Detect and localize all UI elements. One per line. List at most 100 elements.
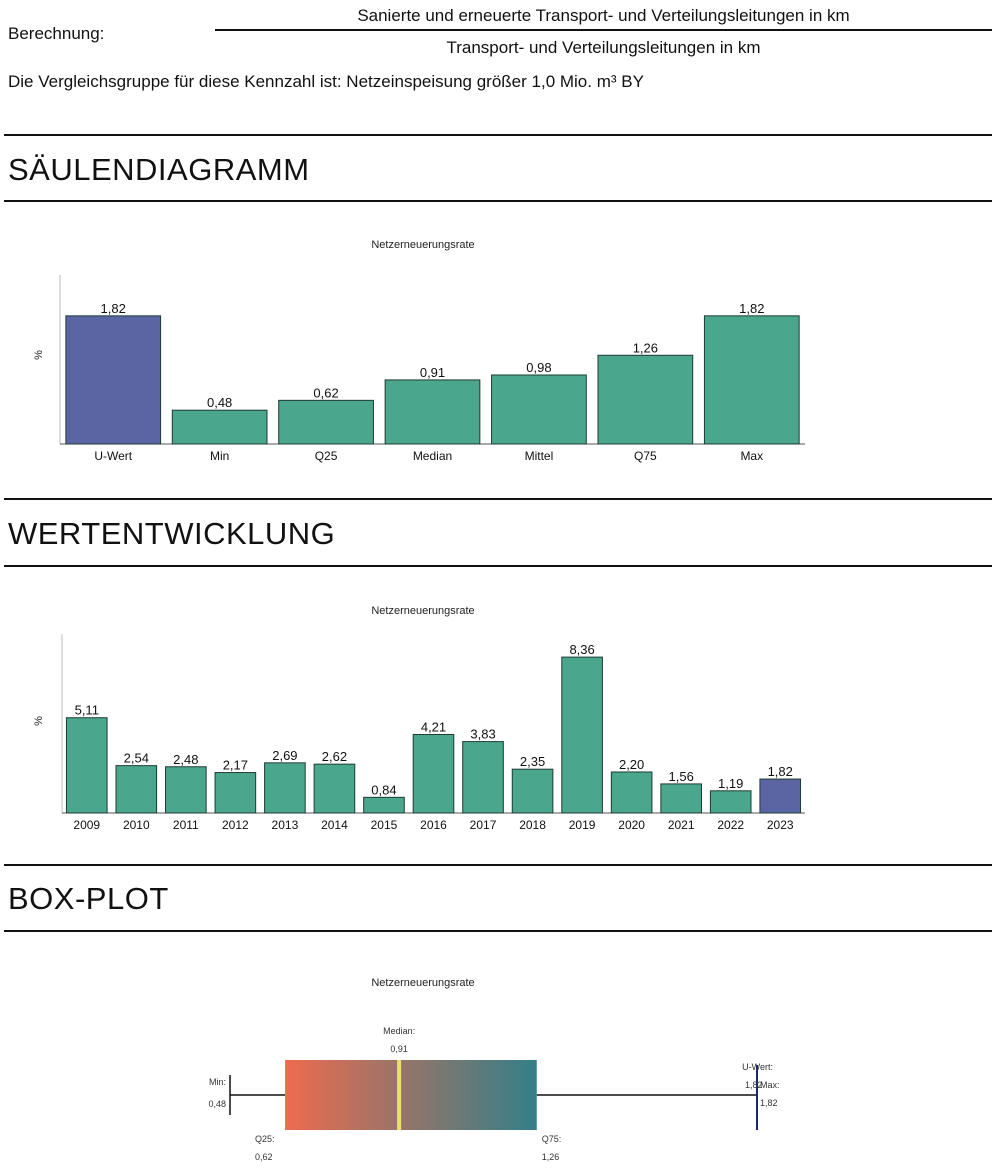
section-divider [4, 864, 992, 866]
chart-bar [264, 762, 306, 814]
chart-bar [759, 778, 802, 814]
x-tick-label: 2016 [420, 818, 447, 832]
data-label: 1,19 [718, 776, 743, 791]
u-wert-label: U-Wert: [742, 1062, 773, 1072]
data-label: 5,11 [75, 703, 99, 718]
x-tick-label: 2019 [569, 818, 596, 832]
chart-bar [709, 790, 752, 814]
formula-denominator: Transport- und Verteilungsleitungen in k… [446, 38, 761, 57]
max-value: 1,82 [760, 1098, 778, 1108]
trend-chart: Netzerneuerungsrate% 5,11 2009 2,54 2010 2,48… [33, 605, 805, 832]
x-tick-label: Max [740, 449, 763, 463]
chart-bar [511, 768, 554, 814]
x-tick-label: 2014 [321, 818, 348, 832]
x-tick-label: Mittel [525, 449, 554, 463]
min-value: 0,48 [208, 1099, 226, 1109]
chart-bar [313, 763, 356, 814]
data-label: 2,54 [124, 751, 149, 766]
box-plot: Netzerneuerungsrate Min: 0,48 Median: 0,91 Q2… [208, 977, 780, 1162]
formula-numerator: Sanierte und erneuerte Transport- und Ve… [357, 6, 850, 25]
section-divider [4, 930, 992, 932]
data-label: 0,84 [371, 782, 396, 797]
x-tick-label: Min [210, 449, 229, 463]
section-title-box: BOX-PLOT [8, 881, 169, 916]
data-label: 2,69 [272, 748, 297, 763]
chart-bar [384, 379, 481, 445]
data-label: 1,82 [768, 764, 793, 779]
chart-title: Netzerneuerungsrate [371, 239, 474, 251]
data-label: 4,21 [421, 720, 446, 735]
chart-bar [65, 315, 162, 445]
data-label: 0,62 [313, 385, 338, 400]
u-wert-value: 1,82 [745, 1080, 763, 1090]
data-label: 2,35 [520, 754, 545, 769]
y-axis-label: % [33, 350, 45, 360]
x-tick-label: 2023 [767, 818, 794, 832]
x-tick-label: 2009 [73, 818, 100, 832]
chart-bar [703, 315, 800, 445]
chart-bar [214, 772, 257, 814]
x-tick-label: U-Wert [94, 449, 132, 463]
y-axis-label: % [33, 716, 45, 726]
section-divider [4, 498, 992, 500]
data-label: 2,20 [619, 757, 644, 772]
chart-bar [561, 656, 603, 814]
section-title-trend: WERTENTWICKLUNG [8, 516, 336, 551]
data-label: 1,82 [101, 301, 126, 316]
chart-bar [278, 399, 374, 445]
chart-title: Netzerneuerungsrate [371, 605, 474, 617]
q25-value: 0,62 [255, 1152, 273, 1162]
x-tick-label: 2011 [173, 818, 199, 832]
section-divider [4, 200, 992, 202]
x-tick-label: 2015 [371, 818, 398, 832]
chart-bar [412, 734, 455, 814]
median-value: 0,91 [390, 1044, 408, 1054]
x-tick-label: 2018 [519, 818, 546, 832]
chart-bar [165, 766, 207, 814]
data-label: 2,62 [322, 749, 347, 764]
section-divider [4, 134, 992, 136]
data-label: 0,98 [526, 360, 551, 375]
data-label: 0,91 [420, 365, 445, 380]
min-label: Min: [209, 1077, 226, 1087]
data-label: 2,48 [173, 752, 198, 767]
chart-bar [462, 741, 504, 814]
chart-title: Netzerneuerungsrate [371, 977, 474, 989]
x-tick-label: Q25 [315, 449, 338, 463]
bar-chart: Netzerneuerungsrate% 1,82 U-Wert 0,48 Min 0,6… [33, 239, 805, 463]
chart-bar [65, 717, 108, 814]
data-label: 1,82 [739, 301, 764, 316]
data-label: 3,83 [470, 727, 495, 742]
x-tick-label: 2021 [668, 818, 695, 832]
chart-bar [660, 783, 702, 814]
x-tick-label: 2012 [222, 818, 249, 832]
chart-bar [491, 374, 587, 445]
x-tick-label: 2010 [123, 818, 150, 832]
q75-value: 1,26 [542, 1152, 560, 1162]
median-label: Median: [383, 1026, 415, 1036]
chart-bar [363, 796, 405, 814]
data-label: 0,48 [207, 395, 232, 410]
chart-bar [597, 354, 694, 445]
fraction-line [215, 29, 992, 31]
section-divider [4, 565, 992, 567]
x-tick-label: 2017 [470, 818, 497, 832]
data-label: 8,36 [569, 642, 594, 657]
x-tick-label: Median [413, 449, 452, 463]
iqr-box [285, 1060, 537, 1130]
comparison-group: Die Vergleichsgruppe für diese Kennzahl … [8, 72, 644, 91]
formula-label: Berechnung: [8, 24, 105, 43]
chart-bar [115, 765, 158, 814]
data-label: 1,26 [633, 340, 658, 355]
data-label: 1,56 [669, 769, 694, 784]
x-tick-label: 2013 [272, 818, 299, 832]
data-label: 2,17 [223, 758, 248, 773]
x-tick-label: Q75 [634, 449, 657, 463]
q25-label: Q25: [255, 1134, 275, 1144]
q75-label: Q75: [542, 1134, 562, 1144]
x-tick-label: 2020 [618, 818, 645, 832]
max-label: Max: [760, 1080, 780, 1090]
chart-bar [171, 409, 268, 445]
chart-bar [610, 771, 653, 814]
section-title-bar: SÄULENDIAGRAMM [8, 152, 310, 187]
